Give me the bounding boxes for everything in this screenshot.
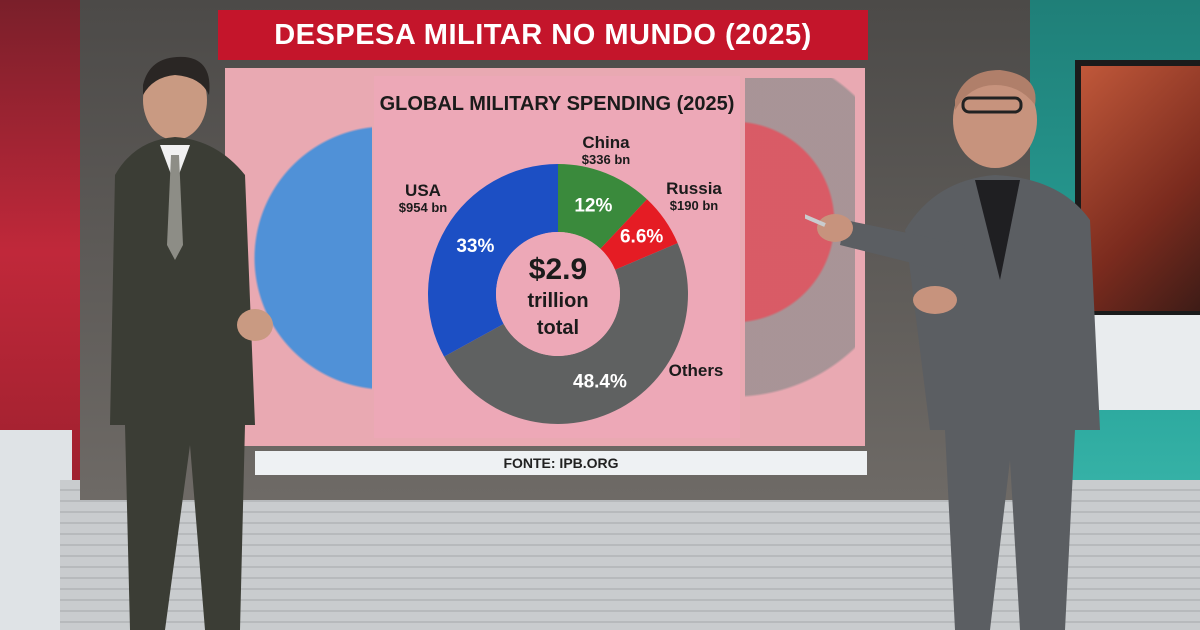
category-name-others: Others [669, 361, 724, 380]
donut-slices [427, 164, 688, 424]
outer-labels: China$336 bn Russia$190 bn Others USA$954 b… [399, 133, 724, 380]
center-total-label: total [537, 317, 579, 339]
slice-label-china: 12% [574, 196, 612, 217]
blurred-chart-right [745, 78, 855, 438]
slice-others [444, 243, 688, 424]
chart-card: GLOBAL MILITARY SPENDING (2025) 12% 6.6% 4… [374, 76, 740, 438]
slice-label-usa: 33% [456, 236, 494, 257]
presenter-left [110, 56, 273, 630]
slice-china [558, 164, 647, 249]
category-name-usa: USA [405, 181, 441, 200]
studio-logo-panel [1085, 315, 1200, 410]
donut-chart: GLOBAL MILITARY SPENDING (2025) 12% 6.6% 4… [380, 93, 735, 424]
donut-hole [496, 232, 620, 356]
category-amount-usa: $954 bn [399, 200, 447, 215]
studio-side-screen [1075, 60, 1200, 317]
category-name-russia: Russia [666, 179, 722, 198]
category-amount-china: $336 bn [582, 152, 630, 167]
studio-floor [60, 480, 1200, 630]
center-total-unit: trillion [527, 290, 588, 312]
banner-title: DESPESA MILITAR NO MUNDO (2025) [218, 10, 868, 60]
category-name-china: China [582, 133, 630, 152]
blurred-chart-left [232, 78, 372, 438]
slice-russia [600, 199, 678, 270]
slice-usa [427, 164, 558, 357]
chart-title: GLOBAL MILITARY SPENDING (2025) [380, 93, 735, 115]
source-caption: FONTE: IPB.ORG [255, 451, 867, 475]
center-total-value: $2.9 [529, 253, 587, 286]
category-amount-russia: $190 bn [670, 198, 718, 213]
slice-label-others: 48.4% [573, 371, 627, 392]
slice-labels: 12% 6.6% 48.4% 33% [456, 196, 663, 393]
slice-label-russia: 6.6% [620, 227, 663, 248]
presenter-right [805, 70, 1100, 630]
